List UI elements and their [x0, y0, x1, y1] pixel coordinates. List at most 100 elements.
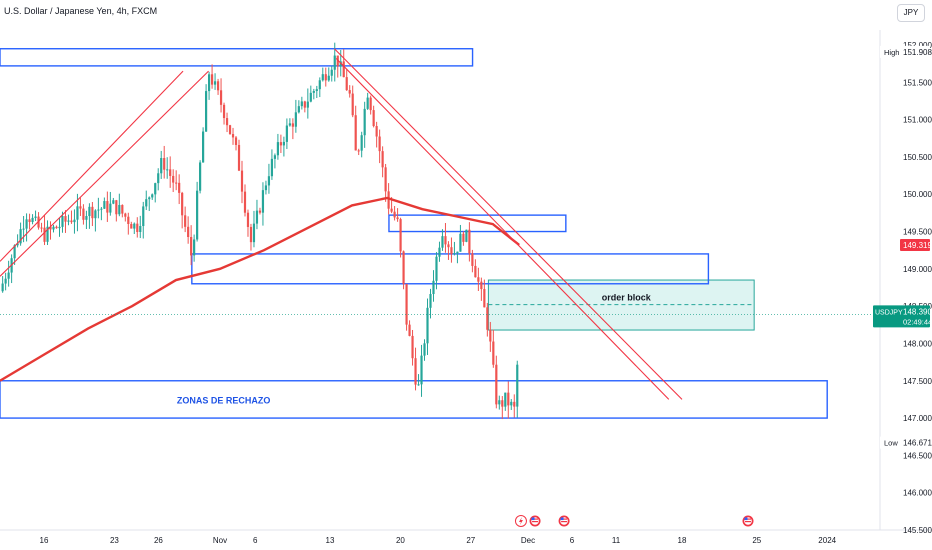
- current-symbol: USDJPY: [875, 309, 903, 316]
- candle-body: [483, 289, 486, 308]
- candle-body: [246, 212, 250, 227]
- price-label-value: 146.671: [903, 439, 932, 448]
- moving-average-line: [0, 196, 520, 382]
- candle-body: [276, 142, 280, 156]
- candle-body: [336, 55, 339, 67]
- candle-body: [100, 208, 103, 210]
- candle-body: [178, 182, 181, 193]
- x-tick-label: 13: [326, 536, 335, 545]
- flash-glyph: [518, 517, 523, 525]
- x-tick-label: 18: [678, 536, 687, 545]
- y-tick-label: 148.000: [903, 339, 932, 348]
- y-tick-label: 150.500: [903, 153, 932, 162]
- candle-body: [40, 227, 43, 229]
- candle-body: [477, 277, 480, 282]
- flag-canton: [560, 517, 564, 521]
- candle-body: [465, 229, 468, 242]
- candle-body: [453, 253, 456, 255]
- candle-body: [121, 205, 124, 214]
- candle-body: [4, 278, 7, 284]
- candle-body: [67, 220, 70, 222]
- candle-body: [318, 80, 321, 90]
- candle-body: [417, 384, 420, 386]
- candle-body: [109, 203, 112, 213]
- flag-stripe: [561, 521, 568, 523]
- x-tick-label: Nov: [213, 536, 227, 545]
- candle-body: [157, 173, 160, 184]
- candle-body: [228, 125, 232, 135]
- flag-stripe: [532, 518, 539, 520]
- candle-body: [169, 169, 172, 176]
- candle-body: [82, 208, 85, 220]
- trendline: [0, 70, 184, 262]
- candle-body: [303, 101, 306, 108]
- candle-body: [498, 400, 501, 405]
- candle-body: [345, 77, 348, 91]
- price-label-bg: [880, 436, 930, 449]
- order-block-label: order block: [602, 293, 652, 303]
- candle-body: [252, 223, 256, 243]
- candle-body: [64, 216, 67, 222]
- candle-body: [435, 256, 438, 281]
- candle-body: [486, 307, 489, 330]
- flag-stripe: [745, 521, 751, 523]
- candle-body: [216, 81, 220, 91]
- candle-body: [459, 233, 462, 252]
- candle-body: [142, 206, 145, 227]
- candle-body: [172, 175, 175, 183]
- candle-body: [321, 74, 324, 81]
- candle-body: [267, 176, 271, 186]
- candle-body: [312, 90, 315, 93]
- x-tick-label: 6: [253, 536, 258, 545]
- y-tick-label: 151.000: [903, 116, 932, 125]
- candle-body: [378, 136, 381, 152]
- rejection-zone-box: [0, 380, 828, 419]
- candle-body: [55, 226, 58, 229]
- price-label-value: 151.908: [903, 48, 932, 57]
- trendline: [335, 58, 670, 400]
- flag-canton: [744, 517, 748, 521]
- candle-body: [187, 226, 190, 237]
- candle-body: [204, 91, 208, 132]
- candle-body: [202, 131, 205, 163]
- candle-body: [234, 137, 238, 145]
- zone-label: ZONAS DE RECHAZO: [177, 395, 271, 405]
- candle-body: [19, 229, 22, 244]
- candle-body: [264, 185, 268, 191]
- candle-body: [405, 283, 408, 325]
- candle-body: [381, 151, 384, 168]
- candle-body: [372, 110, 375, 127]
- candle-body: [166, 169, 169, 171]
- candle-body: [70, 220, 73, 223]
- candle-body: [22, 228, 25, 230]
- candle-body: [501, 400, 504, 407]
- candle-body: [354, 115, 357, 151]
- candle-body: [444, 236, 447, 245]
- candle-body: [243, 191, 247, 213]
- price-label-bg: [880, 45, 930, 58]
- candle-body: [396, 217, 399, 220]
- candle-body: [438, 247, 441, 257]
- candle-body: [462, 233, 465, 242]
- candle-body: [154, 183, 157, 195]
- currency-badge[interactable]: JPY: [897, 4, 925, 22]
- candle-body: [507, 392, 510, 406]
- candle-body: [94, 210, 97, 219]
- candle-body: [97, 209, 100, 211]
- candle-body: [480, 281, 483, 290]
- candle-body: [190, 236, 193, 256]
- candle-body: [196, 190, 199, 240]
- candle-body: [46, 226, 49, 242]
- candle-body: [513, 401, 516, 407]
- y-tick-label: 151.500: [903, 78, 932, 87]
- candle-body: [504, 392, 507, 407]
- candle-body: [423, 343, 426, 356]
- candle-body: [390, 208, 393, 212]
- y-tick-label: 146.000: [903, 489, 932, 498]
- y-tick-label: 147.500: [903, 377, 932, 386]
- candle-body: [414, 358, 417, 385]
- trendline: [0, 70, 209, 277]
- candle-body: [175, 182, 178, 184]
- candle-body: [402, 251, 405, 284]
